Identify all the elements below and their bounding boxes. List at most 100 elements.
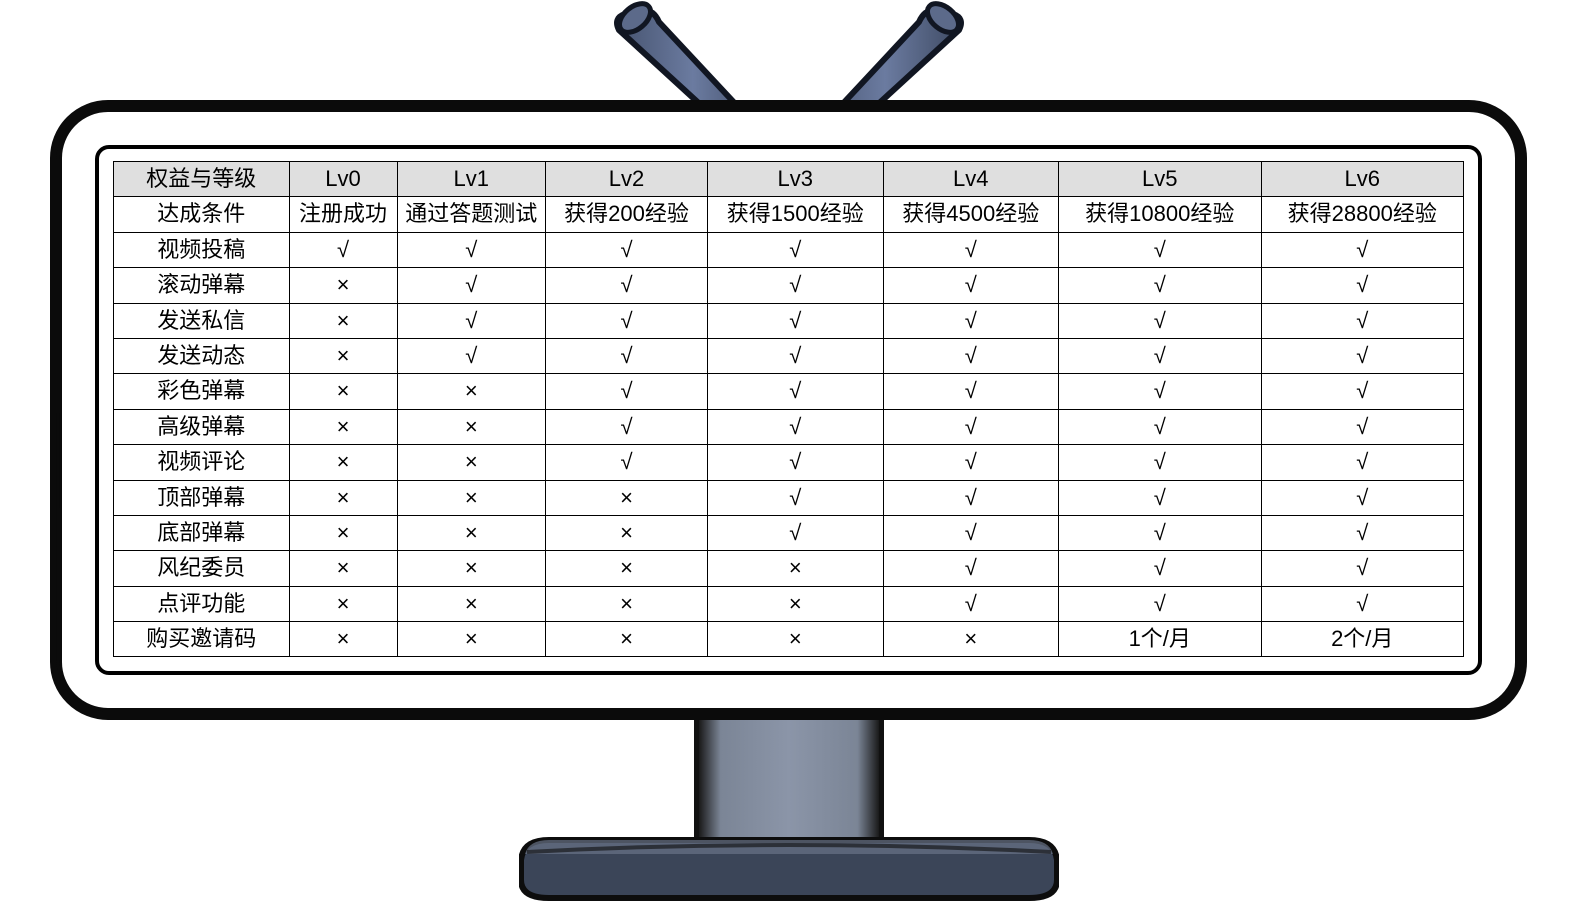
cell: √	[546, 338, 708, 373]
cell: 获得4500经验	[883, 197, 1059, 232]
cell: ×	[289, 551, 397, 586]
table-row: 彩色弹幕××√√√√√	[114, 374, 1464, 409]
cell: ×	[546, 515, 708, 550]
cell: ×	[289, 586, 397, 621]
header-lv5: Lv5	[1059, 162, 1262, 197]
cell: ×	[289, 622, 397, 657]
header-lv0: Lv0	[289, 162, 397, 197]
row-label: 点评功能	[114, 586, 290, 621]
privileges-table: 权益与等级 Lv0 Lv1 Lv2 Lv3 Lv4 Lv5 Lv6 达成条件注册…	[113, 161, 1464, 657]
cell: √	[1059, 586, 1262, 621]
header-privilege: 权益与等级	[114, 162, 290, 197]
cell: √	[546, 445, 708, 480]
cell: √	[708, 232, 884, 267]
cell: √	[883, 338, 1059, 373]
cell: 获得200经验	[546, 197, 708, 232]
cell: √	[883, 374, 1059, 409]
cell: √	[883, 586, 1059, 621]
table-row: 发送动态×√√√√√√	[114, 338, 1464, 373]
cell: √	[708, 303, 884, 338]
cell: √	[883, 515, 1059, 550]
cell: ×	[708, 622, 884, 657]
cell: ×	[546, 480, 708, 515]
cell: ×	[883, 622, 1059, 657]
cell: √	[883, 445, 1059, 480]
cell: √	[546, 268, 708, 303]
table-row: 高级弹幕××√√√√√	[114, 409, 1464, 444]
row-label: 视频投稿	[114, 232, 290, 267]
cell: √	[883, 303, 1059, 338]
cell: √	[1059, 268, 1262, 303]
cell: √	[1059, 338, 1262, 373]
cell: √	[397, 232, 546, 267]
cell: √	[1059, 303, 1262, 338]
row-label: 发送私信	[114, 303, 290, 338]
cell: ×	[397, 622, 546, 657]
cell: √	[1261, 480, 1464, 515]
cell: √	[1261, 445, 1464, 480]
cell: √	[1059, 480, 1262, 515]
cell: √	[546, 409, 708, 444]
cell: √	[883, 232, 1059, 267]
cell: √	[1261, 374, 1464, 409]
cell: √	[1261, 303, 1464, 338]
cell: ×	[289, 515, 397, 550]
cell: √	[883, 551, 1059, 586]
cell: ×	[708, 586, 884, 621]
cell: 获得10800经验	[1059, 197, 1262, 232]
cell: √	[1059, 551, 1262, 586]
cell: √	[708, 338, 884, 373]
cell: ×	[397, 445, 546, 480]
cell: ×	[289, 303, 397, 338]
cell: ×	[546, 622, 708, 657]
cell: ×	[289, 480, 397, 515]
cell: √	[1261, 515, 1464, 550]
cell: √	[883, 409, 1059, 444]
cell: √	[1261, 409, 1464, 444]
monitor-screen: 权益与等级 Lv0 Lv1 Lv2 Lv3 Lv4 Lv5 Lv6 达成条件注册…	[95, 145, 1482, 675]
row-label: 风纪委员	[114, 551, 290, 586]
table-body: 达成条件注册成功通过答题测试获得200经验获得1500经验获得4500经验获得1…	[114, 197, 1464, 657]
cell: √	[1059, 374, 1262, 409]
cell: √	[883, 480, 1059, 515]
cell: √	[883, 268, 1059, 303]
tv-monitor-infographic: 权益与等级 Lv0 Lv1 Lv2 Lv3 Lv4 Lv5 Lv6 达成条件注册…	[0, 0, 1577, 919]
cell: ×	[546, 551, 708, 586]
table-row: 达成条件注册成功通过答题测试获得200经验获得1500经验获得4500经验获得1…	[114, 197, 1464, 232]
cell: √	[708, 515, 884, 550]
cell: 1个/月	[1059, 622, 1262, 657]
cell: √	[546, 232, 708, 267]
table-row: 顶部弹幕×××√√√√	[114, 480, 1464, 515]
row-label: 滚动弹幕	[114, 268, 290, 303]
cell: √	[1059, 515, 1262, 550]
cell: √	[1261, 232, 1464, 267]
monitor-bezel: 权益与等级 Lv0 Lv1 Lv2 Lv3 Lv4 Lv5 Lv6 达成条件注册…	[50, 100, 1527, 720]
cell: ×	[397, 374, 546, 409]
row-label: 视频评论	[114, 445, 290, 480]
cell: √	[1261, 551, 1464, 586]
cell: ×	[289, 338, 397, 373]
header-lv2: Lv2	[546, 162, 708, 197]
cell: 2个/月	[1261, 622, 1464, 657]
cell: √	[708, 445, 884, 480]
monitor-stand-neck	[694, 718, 884, 838]
cell: ×	[289, 268, 397, 303]
cell: √	[546, 303, 708, 338]
cell: ×	[397, 515, 546, 550]
row-label: 彩色弹幕	[114, 374, 290, 409]
cell: 通过答题测试	[397, 197, 546, 232]
cell: √	[708, 480, 884, 515]
cell: ×	[289, 409, 397, 444]
table-row: 视频投稿√√√√√√√	[114, 232, 1464, 267]
cell: 获得28800经验	[1261, 197, 1464, 232]
cell: 注册成功	[289, 197, 397, 232]
cell: √	[397, 303, 546, 338]
row-label: 底部弹幕	[114, 515, 290, 550]
row-label: 发送动态	[114, 338, 290, 373]
table-row: 购买邀请码×××××1个/月2个/月	[114, 622, 1464, 657]
header-lv3: Lv3	[708, 162, 884, 197]
table-row: 风纪委员××××√√√	[114, 551, 1464, 586]
header-lv4: Lv4	[883, 162, 1059, 197]
cell: √	[708, 409, 884, 444]
cell: √	[1261, 338, 1464, 373]
